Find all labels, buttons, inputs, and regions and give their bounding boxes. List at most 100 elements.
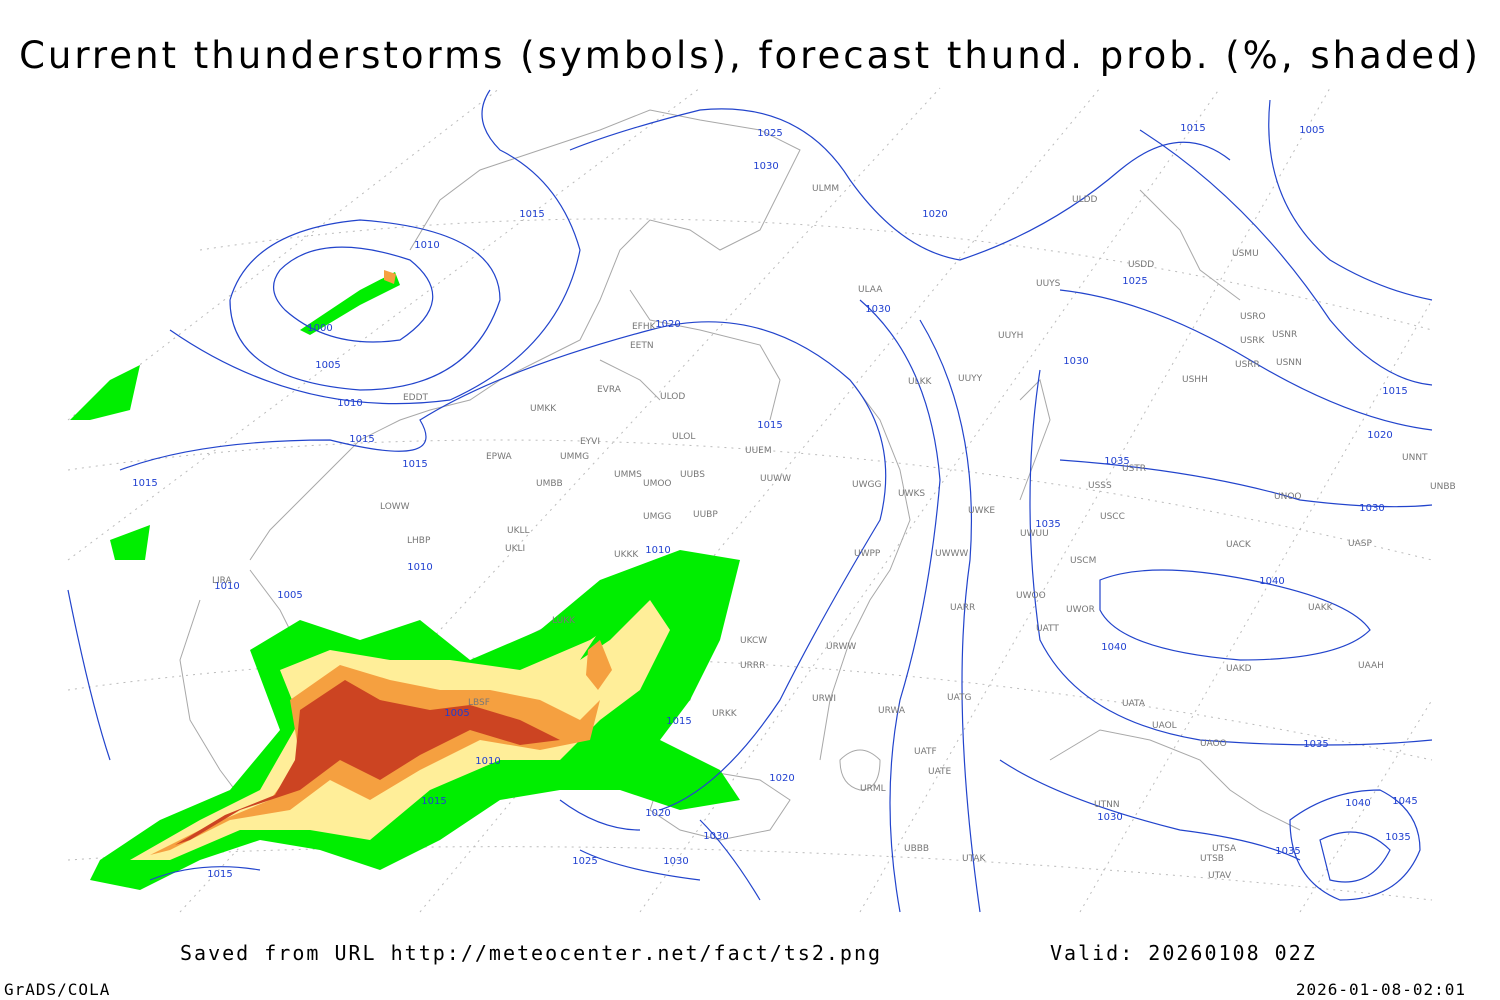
station-labels: EDDT EFHK EETN EVRA ULOD UMKK EYVI ULOL EPWA UMMG…	[212, 184, 1456, 881]
station-label: LIRA	[212, 576, 233, 586]
station-label: URWW	[826, 642, 856, 652]
map-panel: 1025 1030 1015 1010 1000 1005 1010 1015 1015 1015…	[67, 87, 1456, 913]
station-label: USNR	[1272, 330, 1297, 340]
isobar-label: 1005	[315, 360, 340, 371]
station-label: UBBB	[904, 844, 929, 854]
isobar-label: 1035	[1104, 456, 1129, 467]
station-label: UATF	[914, 747, 937, 757]
station-label: UMBB	[536, 479, 563, 489]
software-credit: GrADS/COLA	[4, 980, 110, 999]
station-label: EPWA	[486, 452, 513, 462]
station-label: UMGG	[643, 512, 671, 522]
isobar-labels: 1025 1030 1015 1010 1000 1005 1010 1015 1015 1015…	[132, 123, 1417, 880]
isobar-label: 1015	[402, 459, 427, 470]
station-label: USMU	[1232, 249, 1259, 259]
isobar-label: 1030	[1063, 356, 1088, 367]
station-label: USTR	[1122, 464, 1146, 474]
station-label: UWWW	[935, 549, 968, 559]
station-label: URRR	[740, 661, 765, 671]
isobar-label: 1005	[1299, 125, 1324, 136]
station-label: USRK	[1240, 336, 1266, 346]
isobar-label: 1030	[1359, 503, 1384, 514]
station-label: UWPP	[854, 549, 881, 559]
station-label: UUWW	[760, 474, 791, 484]
station-label: UKLL	[507, 526, 530, 536]
isobar-label: 1035	[1275, 846, 1300, 857]
isobar-label: 1030	[753, 161, 778, 172]
isobar-label: 1030	[663, 856, 688, 867]
isobar-label: 1020	[769, 773, 794, 784]
station-label: UKCW	[740, 636, 767, 646]
station-label: UUBS	[680, 470, 705, 480]
isobar-label: 1025	[1122, 276, 1147, 287]
station-label: UASP	[1348, 539, 1372, 549]
station-label: UNBB	[1430, 482, 1456, 492]
station-label: UAOL	[1152, 721, 1177, 731]
station-label: LHBP	[407, 536, 431, 546]
station-label: UWOR	[1066, 605, 1095, 615]
isobar-label: 1005	[444, 708, 469, 719]
station-label: UMOO	[643, 479, 672, 489]
station-label: UWKS	[898, 489, 925, 499]
station-label: LUKK	[552, 616, 576, 626]
station-label: UUYY	[958, 374, 983, 384]
isobar-label: 1035	[1385, 832, 1410, 843]
isobar-label: 1015	[421, 796, 446, 807]
isobar-label: 1035	[1303, 739, 1328, 750]
isobar-label: 1010	[414, 240, 439, 251]
station-label: UACK	[1226, 540, 1252, 550]
station-label: USDD	[1128, 260, 1154, 270]
station-label: UUYH	[998, 331, 1023, 341]
station-label: UAAH	[1358, 661, 1384, 671]
thunderstorm-probability	[70, 270, 740, 890]
station-label: ULDD	[1072, 195, 1098, 205]
isobar-label: 1015	[1180, 123, 1205, 134]
isobar-label: 1025	[757, 128, 782, 139]
isobar-label: 1010	[645, 545, 670, 556]
isobar-label: 1020	[655, 319, 680, 330]
station-label: USRR	[1235, 360, 1260, 370]
shade-very-high	[175, 680, 560, 845]
station-label: UARR	[950, 603, 975, 613]
station-label: EDDT	[403, 393, 429, 403]
station-label: UKKK	[614, 550, 639, 560]
station-label: UAKD	[1226, 664, 1252, 674]
station-label: UWKE	[968, 506, 995, 516]
isobar-label: 1030	[703, 831, 728, 842]
station-label: URWA	[878, 706, 906, 716]
station-label: UUEM	[745, 446, 772, 456]
station-label: UAOO	[1200, 739, 1227, 749]
isobar-label: 1030	[1097, 812, 1122, 823]
isobar-label: 1025	[572, 856, 597, 867]
station-label: URWI	[812, 694, 836, 704]
station-label: USSS	[1088, 481, 1112, 491]
station-label: EETN	[630, 341, 654, 351]
station-label: LBSF	[468, 698, 490, 708]
isobar-label: 1035	[1035, 519, 1060, 530]
station-label: EVRA	[597, 385, 622, 395]
station-label: UTSB	[1200, 854, 1224, 864]
station-label: ULOD	[660, 392, 685, 402]
station-label: UKLI	[505, 544, 525, 554]
station-label: USCM	[1070, 556, 1096, 566]
isobar-label: 1040	[1345, 798, 1370, 809]
isobar-label: 1015	[132, 478, 157, 489]
station-label: UTAV	[1208, 871, 1232, 881]
station-label: EYVI	[580, 437, 600, 447]
station-label: UATT	[1036, 624, 1059, 634]
shade-low-patches	[70, 365, 650, 660]
station-label: UWUU	[1020, 529, 1049, 539]
station-label: UWOO	[1016, 591, 1046, 601]
isobar-label: 1000	[307, 323, 332, 334]
isobars	[67, 89, 1433, 913]
station-label: UUBP	[693, 510, 718, 520]
isobar-label: 1040	[1101, 642, 1126, 653]
station-label: USNN	[1276, 358, 1302, 368]
station-label: UMKK	[530, 404, 557, 414]
station-label: UNNT	[1402, 453, 1428, 463]
isobar-label: 1015	[207, 869, 232, 880]
station-label: UNOO	[1274, 492, 1302, 502]
station-label: UATE	[928, 767, 952, 777]
isobar-label: 1010	[214, 581, 239, 592]
